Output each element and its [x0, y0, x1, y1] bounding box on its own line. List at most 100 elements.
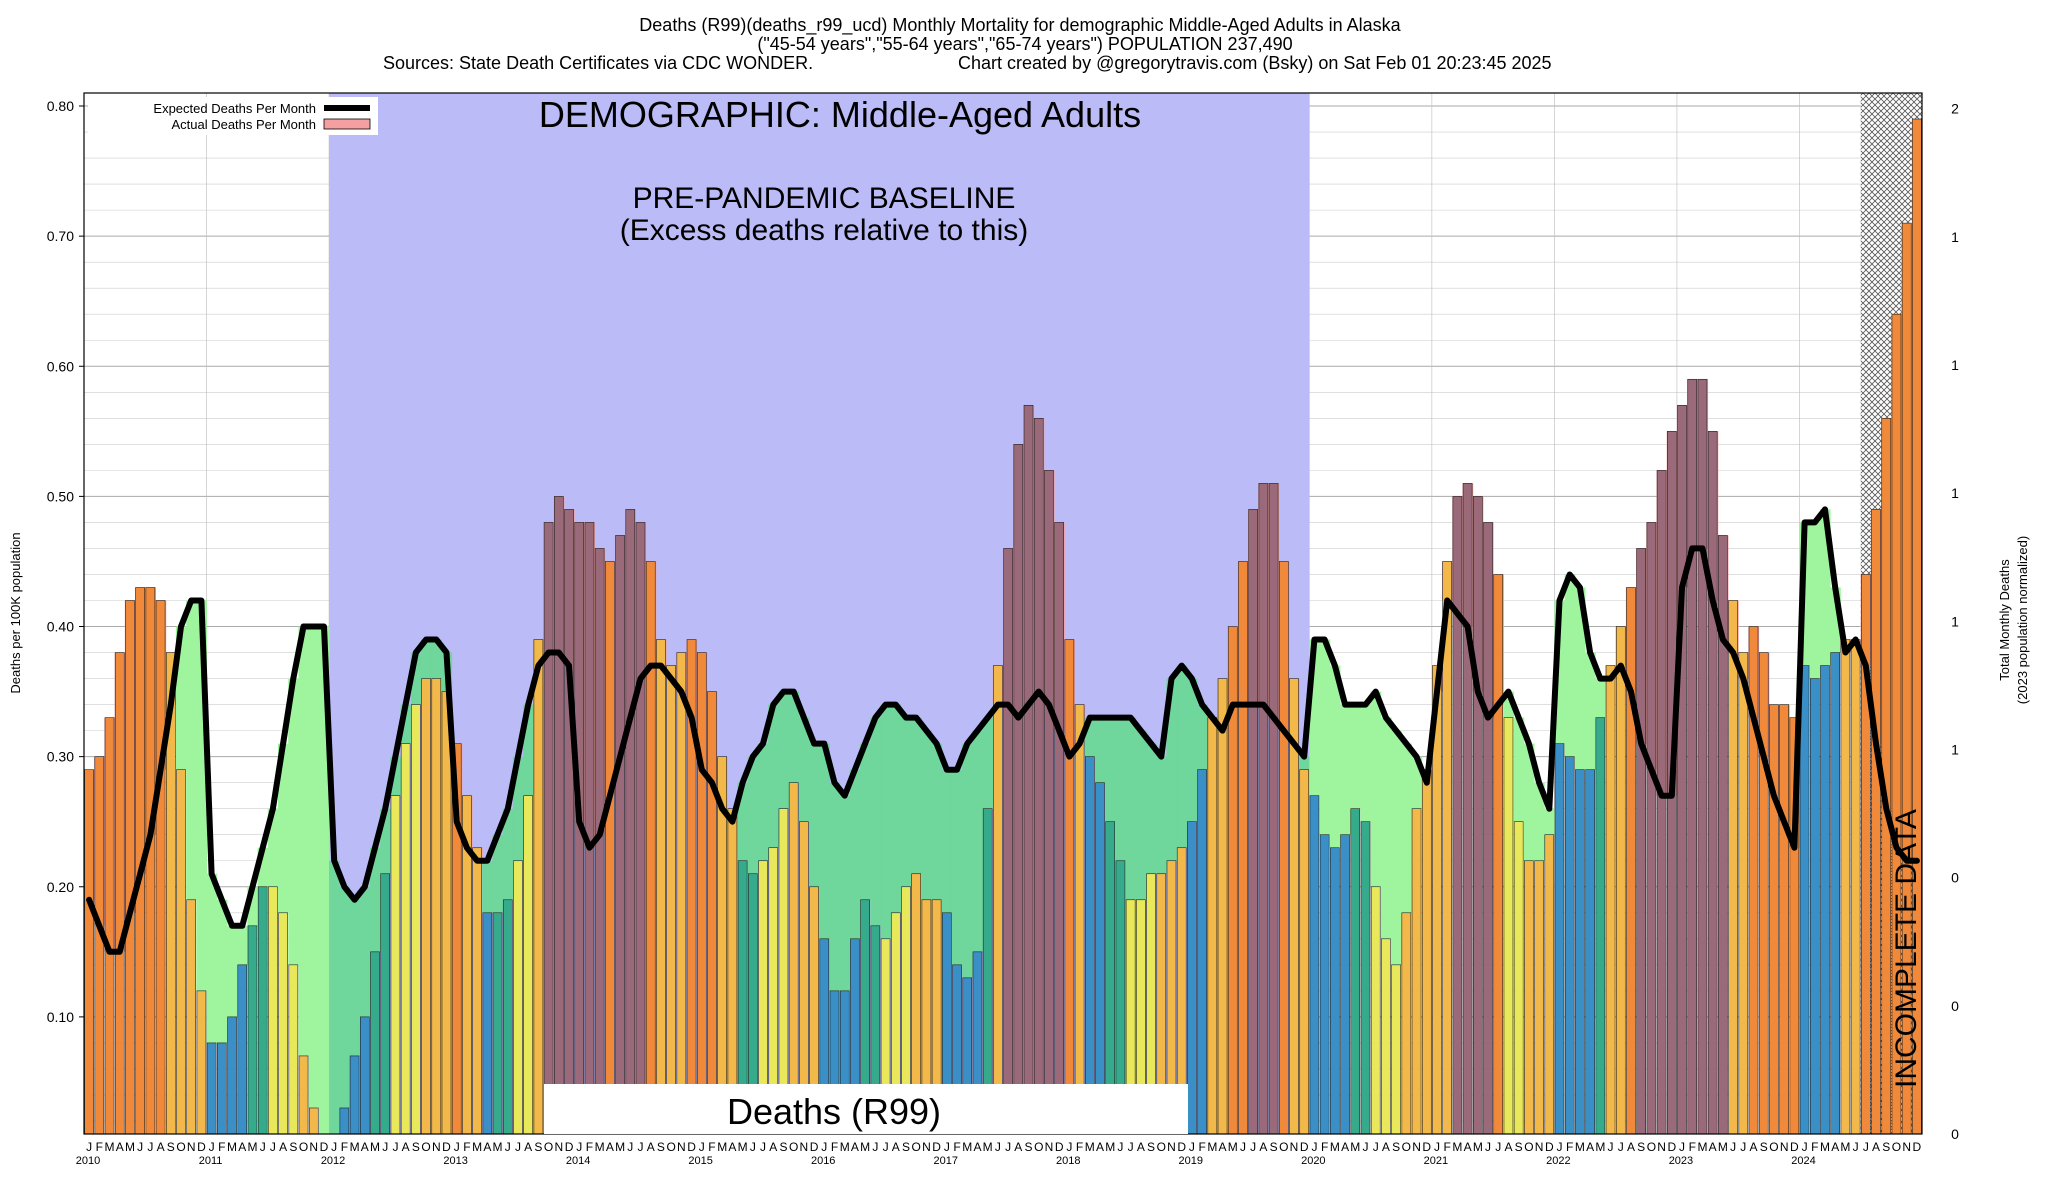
- month-label: S: [1392, 1140, 1400, 1154]
- gap-segment: [237, 925, 248, 965]
- gap-segment: [339, 886, 350, 1108]
- actual-bar: [206, 1042, 217, 1135]
- actual-bar: [145, 587, 156, 1135]
- month-label: N: [1657, 1140, 1666, 1154]
- chart-title: Deaths (R99)(deaths_r99_ucd) Monthly Mor…: [639, 15, 1401, 36]
- month-label: M: [1207, 1140, 1217, 1154]
- gap-segment: [829, 782, 841, 991]
- gap-segment: [318, 626, 330, 1134]
- actual-bar: [1758, 652, 1769, 1135]
- actual-bar: [696, 652, 707, 1135]
- month-label: J: [1853, 1140, 1859, 1154]
- gap-segment: [1380, 717, 1392, 939]
- month-label: D: [1300, 1140, 1309, 1154]
- month-label: A: [973, 1140, 981, 1154]
- actual-bar: [196, 990, 207, 1135]
- gap-segment: [278, 743, 289, 913]
- month-label: A: [1504, 1140, 1512, 1154]
- period-shading: [329, 93, 1922, 1134]
- gap-segment: [788, 691, 800, 783]
- year-label: 2018: [1056, 1155, 1080, 1167]
- month-label: A: [483, 1140, 491, 1154]
- gap-segment: [757, 743, 769, 861]
- actual-bar: [554, 496, 564, 1135]
- actual-bar: [1687, 378, 1698, 1135]
- y-tick-label: 0.70: [47, 228, 74, 244]
- gap-segment: [206, 873, 218, 1043]
- gap-segment: [175, 626, 187, 770]
- month-label: J: [1495, 1140, 1501, 1154]
- month-label: D: [687, 1140, 696, 1154]
- gap-segment: [1197, 704, 1208, 770]
- month-label: J: [1863, 1140, 1869, 1154]
- actual-bar: [1575, 769, 1585, 1135]
- gap-segment: [390, 756, 402, 796]
- actual-bar: [1595, 717, 1606, 1135]
- expected-line-layer: [86, 506, 1920, 955]
- y-axis-title: Deaths per 100K population: [8, 532, 23, 693]
- year-label: 2015: [688, 1155, 712, 1167]
- demographic-label: DEMOGRAPHIC: Middle-Aged Adults: [539, 94, 1141, 135]
- actual-bar: [1238, 561, 1248, 1135]
- actual-bar: [645, 561, 656, 1135]
- month-label: A: [1831, 1140, 1839, 1154]
- gap-segment: [1299, 756, 1310, 770]
- gap-segment: [308, 626, 320, 1108]
- month-label: N: [922, 1140, 931, 1154]
- actual-bar: [1493, 574, 1504, 1135]
- actual-bar: [502, 899, 513, 1135]
- month-label: A: [647, 1140, 655, 1154]
- month-label: M: [615, 1140, 625, 1154]
- actual-bar: [1258, 483, 1269, 1135]
- actual-bar: [1401, 912, 1412, 1135]
- month-label: O: [912, 1140, 921, 1154]
- month-label: M: [125, 1140, 135, 1154]
- actual-bar: [1360, 821, 1371, 1135]
- gap-segment: [512, 756, 524, 861]
- month-label: J: [209, 1140, 215, 1154]
- month-label: S: [1760, 1140, 1768, 1154]
- month-label: F: [218, 1140, 225, 1154]
- actual-bar: [390, 795, 401, 1135]
- month-label: S: [1270, 1140, 1278, 1154]
- actual-bar: [257, 886, 268, 1135]
- year-label: 2023: [1669, 1155, 1693, 1167]
- gap-segment: [1370, 691, 1382, 887]
- actual-bar: [1268, 483, 1279, 1135]
- y-tick-label: 0.10: [47, 1009, 74, 1025]
- month-label: N: [432, 1140, 441, 1154]
- actual-bar: [635, 522, 646, 1135]
- gap-segment: [1145, 743, 1157, 874]
- gap-segment: [186, 600, 197, 900]
- year-label: 2024: [1791, 1155, 1815, 1167]
- month-label: F: [1444, 1140, 1451, 1154]
- actual-bar: [125, 600, 135, 1135]
- gap-segment: [962, 743, 973, 978]
- month-label: M: [717, 1140, 727, 1154]
- gap-segment: [523, 704, 534, 796]
- actual-bar: [339, 1107, 350, 1135]
- month-label: O: [1769, 1140, 1778, 1154]
- month-label: A: [606, 1140, 614, 1154]
- year-label: 2012: [321, 1155, 345, 1167]
- gap-segment: [911, 717, 922, 874]
- gap-segment: [1166, 678, 1178, 861]
- gap-segment: [1533, 782, 1545, 861]
- right-tick-label: 0: [1951, 1126, 1959, 1142]
- month-label: M: [1105, 1140, 1115, 1154]
- right-tick-label: 1: [1951, 613, 1959, 629]
- chart-credit: Chart created by @gregorytravis.com (Bsk…: [958, 53, 1552, 73]
- baseline-sublabel: (Excess deaths relative to this): [620, 214, 1029, 247]
- actual-bar: [268, 886, 278, 1135]
- month-label: N: [1412, 1140, 1421, 1154]
- month-label: F: [463, 1140, 470, 1154]
- month-label: M: [595, 1140, 605, 1154]
- month-label: M: [1085, 1140, 1095, 1154]
- gap-segment: [1105, 717, 1116, 822]
- actual-bar: [1871, 509, 1881, 1135]
- month-label: M: [1697, 1140, 1707, 1154]
- year-label: 2020: [1301, 1155, 1325, 1167]
- gap-segment: [808, 743, 820, 887]
- month-label: J: [331, 1140, 337, 1154]
